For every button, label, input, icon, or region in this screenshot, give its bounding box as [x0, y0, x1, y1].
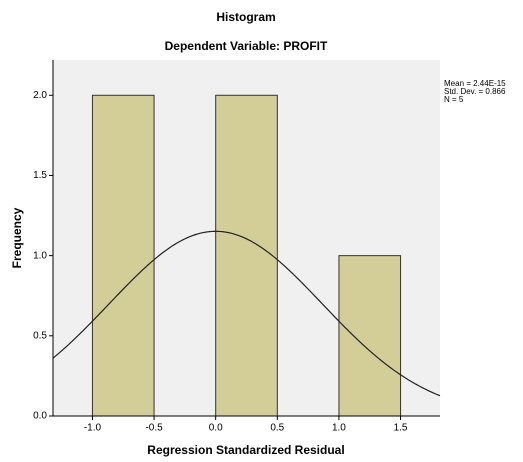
- x-tick-label: -0.5: [145, 423, 163, 434]
- x-tick-label: 0.5: [270, 423, 284, 434]
- chart-subtitle: Dependent Variable: PROFIT: [165, 39, 328, 53]
- x-tick-label: 0.0: [209, 423, 223, 434]
- y-tick-label: 0.0: [33, 411, 47, 422]
- x-axis-label: Regression Standardized Residual: [147, 443, 344, 457]
- bar: [91, 94, 155, 417]
- bar: [215, 94, 278, 417]
- y-tick-label: 1.5: [33, 170, 47, 181]
- x-tick-label: 1.5: [394, 423, 408, 434]
- y-tick-label: 1.0: [33, 250, 47, 261]
- normal-curve: [52, 230, 441, 397]
- y-tick-label: 2.0: [33, 90, 47, 101]
- stats-text: Std. Dev. = 0.866: [444, 87, 506, 96]
- bar: [338, 255, 402, 417]
- chart-title: Histogram: [216, 10, 275, 24]
- y-axis-label: Frequency: [10, 207, 24, 268]
- stats-text: N = 5: [444, 95, 464, 104]
- stats-text: Mean = 2.44E-15: [444, 79, 506, 88]
- x-tick-label: -1.0: [84, 423, 102, 434]
- x-tick-label: 1.0: [332, 423, 346, 434]
- y-tick-label: 0.5: [33, 330, 47, 341]
